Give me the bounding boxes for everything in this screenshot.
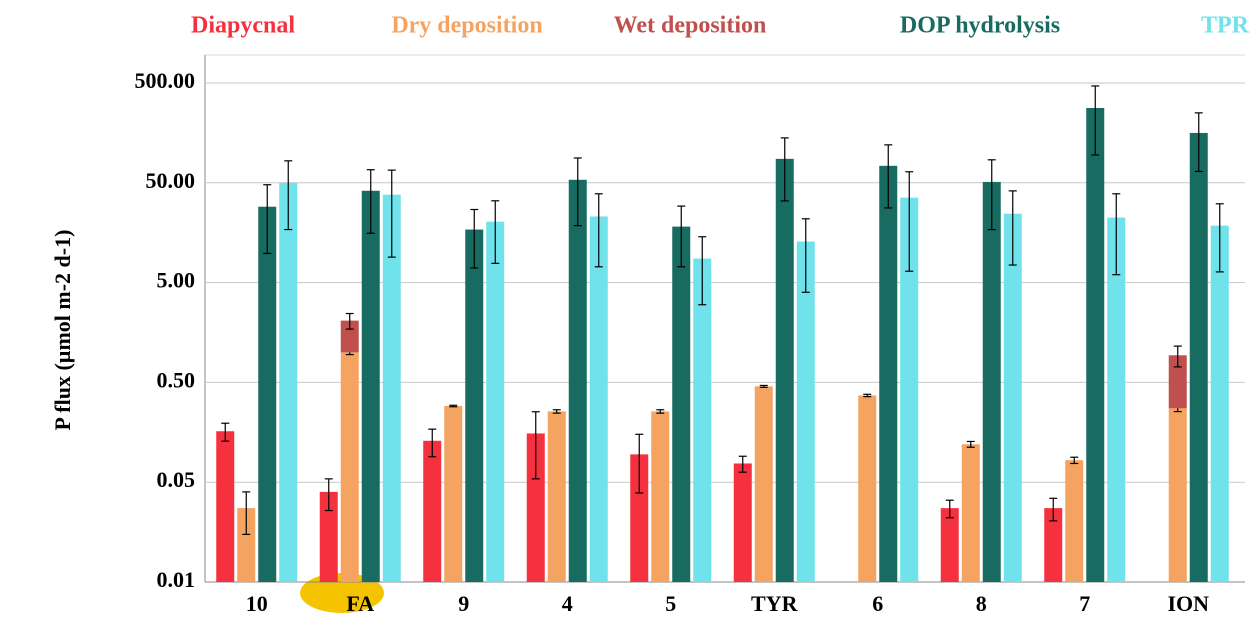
x-tick-label: TYR xyxy=(751,591,799,616)
bar xyxy=(568,179,587,582)
bar xyxy=(630,454,649,582)
bar xyxy=(1189,132,1208,583)
bar xyxy=(672,226,691,582)
bar xyxy=(382,194,401,582)
bar xyxy=(1044,508,1063,582)
x-tick-label: 10 xyxy=(246,591,268,616)
legend-entry: Wet deposition xyxy=(614,13,767,39)
bar xyxy=(879,165,898,583)
bar xyxy=(1168,408,1187,582)
x-tick-label: 6 xyxy=(872,591,883,616)
bar xyxy=(486,221,505,582)
bar xyxy=(733,463,752,582)
x-tick-label: 7 xyxy=(1079,591,1090,616)
x-tick-label: ION xyxy=(1167,591,1209,616)
bar xyxy=(1065,460,1084,582)
bar xyxy=(858,395,877,582)
bar xyxy=(216,431,235,582)
bar xyxy=(982,181,1001,582)
x-tick-label: 5 xyxy=(665,591,676,616)
x-tick-label: 8 xyxy=(976,591,987,616)
legend-entry: Diapycnal xyxy=(191,13,295,39)
x-tick-label: 4 xyxy=(562,591,573,616)
bar xyxy=(589,216,608,582)
y-tick-label: 5.00 xyxy=(157,268,196,293)
bar xyxy=(796,241,815,582)
legend-entry: TPR xyxy=(1201,13,1250,39)
bar xyxy=(900,197,919,582)
legend-entry: Dry deposition xyxy=(391,13,542,39)
y-tick-label: 0.50 xyxy=(157,367,196,392)
bar xyxy=(1086,107,1105,582)
x-tick-label: 9 xyxy=(458,591,469,616)
bar xyxy=(651,411,670,582)
bar xyxy=(423,440,442,582)
bar xyxy=(340,352,359,582)
x-tick-label: FA xyxy=(346,591,374,616)
bar xyxy=(340,320,359,353)
bar xyxy=(754,386,773,582)
bar xyxy=(526,433,545,582)
bar xyxy=(940,508,959,582)
bar xyxy=(1107,217,1126,582)
bar xyxy=(961,444,980,582)
y-tick-label: 50.00 xyxy=(146,168,196,193)
bar xyxy=(1003,213,1022,582)
category-highlight xyxy=(300,573,384,613)
y-tick-label: 500.00 xyxy=(135,68,196,93)
bar xyxy=(361,190,380,582)
bar xyxy=(693,258,712,582)
bar xyxy=(258,206,277,582)
bar xyxy=(1168,355,1187,409)
bar xyxy=(237,508,256,582)
bar xyxy=(547,411,566,582)
bar xyxy=(465,229,484,582)
y-axis-label: P flux (µmol m-2 d-1) xyxy=(50,230,75,431)
bar xyxy=(279,182,298,583)
legend-entry: DOP hydrolysis xyxy=(900,13,1060,39)
y-tick-label: 0.05 xyxy=(157,467,196,492)
bar xyxy=(319,491,338,582)
bar xyxy=(444,406,463,582)
bar xyxy=(775,158,794,583)
y-tick-label: 0.01 xyxy=(157,567,196,592)
bar xyxy=(1210,225,1229,582)
